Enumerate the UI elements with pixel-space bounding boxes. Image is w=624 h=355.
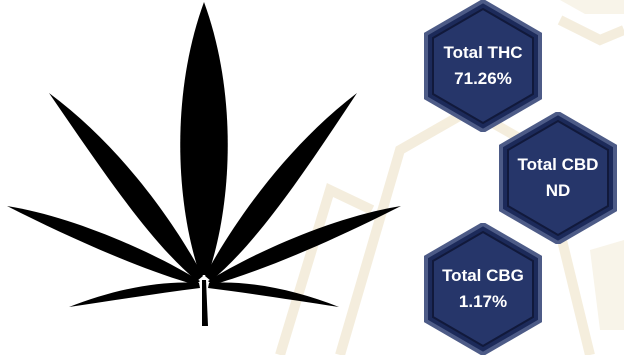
- total-cbd-label: Total CBD: [517, 155, 599, 174]
- total-cbd-badge: Total CBD ND: [499, 112, 617, 244]
- hexagon-shape: [424, 0, 542, 132]
- total-thc-value: 71.26%: [454, 69, 512, 88]
- cannabis-leaf-icon: [7, 2, 401, 326]
- total-cbg-label: Total CBG: [442, 266, 524, 285]
- total-thc-label: Total THC: [443, 43, 523, 62]
- total-thc-badge: Total THC 71.26%: [424, 0, 542, 132]
- total-cbg-badge: Total CBG 1.17%: [424, 223, 542, 355]
- total-cbg-value: 1.17%: [458, 292, 508, 311]
- hexagon-shape: [424, 223, 542, 355]
- total-cbd-value: ND: [545, 181, 571, 200]
- hexagon-shape: [499, 112, 617, 244]
